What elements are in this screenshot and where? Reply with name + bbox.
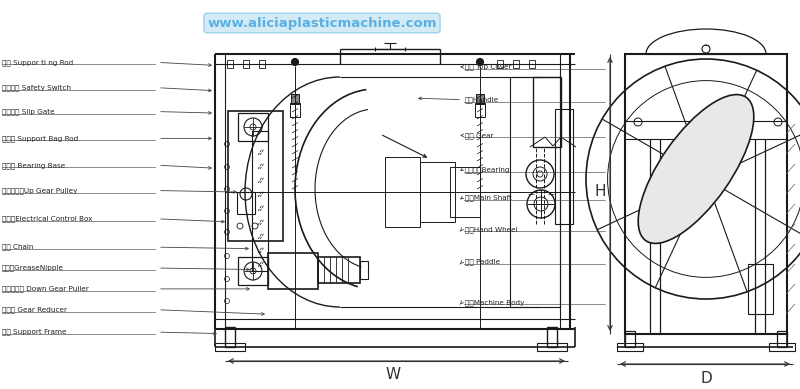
Text: 桨叶 Paddle: 桨叶 Paddle xyxy=(465,259,500,265)
Bar xyxy=(475,103,485,117)
Bar xyxy=(748,264,773,314)
Text: H: H xyxy=(594,184,606,198)
Bar xyxy=(777,331,787,347)
Bar xyxy=(227,60,233,68)
Text: 传动上链轮Up Gear Pulley: 传动上链轮Up Gear Pulley xyxy=(2,187,78,194)
Text: 传动下链轮 Down Gear Puller: 传动下链轮 Down Gear Puller xyxy=(2,286,89,292)
Bar xyxy=(476,94,484,104)
Bar xyxy=(450,167,480,217)
Text: 料口插板 Slip Gate: 料口插板 Slip Gate xyxy=(2,108,54,115)
Text: 撑杆 Suppor ti ng Rod: 撑杆 Suppor ti ng Rod xyxy=(2,59,74,66)
Bar xyxy=(225,327,235,347)
Text: 手轮Hand Wheel: 手轮Hand Wheel xyxy=(465,226,518,233)
Bar xyxy=(291,94,299,104)
Bar xyxy=(547,327,557,347)
Text: 座套座 Bearing Base: 座套座 Bearing Base xyxy=(2,162,66,168)
Text: 多座轴承Bearing: 多座轴承Bearing xyxy=(465,166,510,173)
Bar xyxy=(555,109,573,224)
Bar xyxy=(360,261,368,279)
Text: 链条 Chain: 链条 Chain xyxy=(2,244,34,251)
Bar xyxy=(318,257,360,283)
Text: 机架 Support Frame: 机架 Support Frame xyxy=(2,329,66,335)
Bar xyxy=(625,331,635,347)
Bar xyxy=(533,77,561,147)
Bar xyxy=(237,192,255,214)
Circle shape xyxy=(477,58,483,65)
Text: 压袋杆 Support Bag Rod: 压袋杆 Support Bag Rod xyxy=(2,135,78,142)
Bar xyxy=(529,60,535,68)
Text: 减速机 Gear Reducer: 减速机 Gear Reducer xyxy=(2,307,67,313)
Bar xyxy=(617,343,643,351)
Bar xyxy=(238,113,268,141)
Text: www.aliciaplasticmachine.com: www.aliciaplasticmachine.com xyxy=(207,16,437,30)
Bar xyxy=(385,157,420,227)
Bar xyxy=(420,162,455,222)
Bar xyxy=(513,60,519,68)
Bar xyxy=(769,343,795,351)
Text: 机盖 Top Cover: 机盖 Top Cover xyxy=(465,63,511,70)
Text: 安全开关 Safety Switch: 安全开关 Safety Switch xyxy=(2,84,71,91)
Text: 主轴Main Shaft: 主轴Main Shaft xyxy=(465,195,512,201)
Bar xyxy=(510,77,560,307)
Bar xyxy=(537,343,567,351)
Bar xyxy=(268,253,318,289)
Text: W: W xyxy=(386,367,401,382)
Bar xyxy=(290,103,300,117)
Text: 把手Handle: 把手Handle xyxy=(465,96,499,103)
Bar xyxy=(243,60,249,68)
Circle shape xyxy=(703,176,709,182)
Bar xyxy=(238,257,268,285)
Bar xyxy=(625,54,787,334)
Bar xyxy=(228,111,283,241)
Text: 机身Machine Body: 机身Machine Body xyxy=(465,299,524,306)
Bar xyxy=(259,60,265,68)
Circle shape xyxy=(291,58,298,65)
Bar xyxy=(497,60,503,68)
Text: 注油嘴GreaseNipple: 注油嘴GreaseNipple xyxy=(2,265,64,272)
Bar xyxy=(215,343,245,351)
Ellipse shape xyxy=(638,95,754,244)
Text: 涡轮 Gear: 涡轮 Gear xyxy=(465,132,494,139)
Text: 电器箱Electrical Control Box: 电器箱Electrical Control Box xyxy=(2,216,92,222)
Bar xyxy=(252,131,268,271)
Text: D: D xyxy=(700,371,712,386)
